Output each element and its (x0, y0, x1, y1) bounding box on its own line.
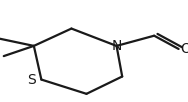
Text: S: S (27, 73, 35, 87)
Text: N: N (111, 39, 122, 53)
Text: O: O (181, 42, 188, 56)
